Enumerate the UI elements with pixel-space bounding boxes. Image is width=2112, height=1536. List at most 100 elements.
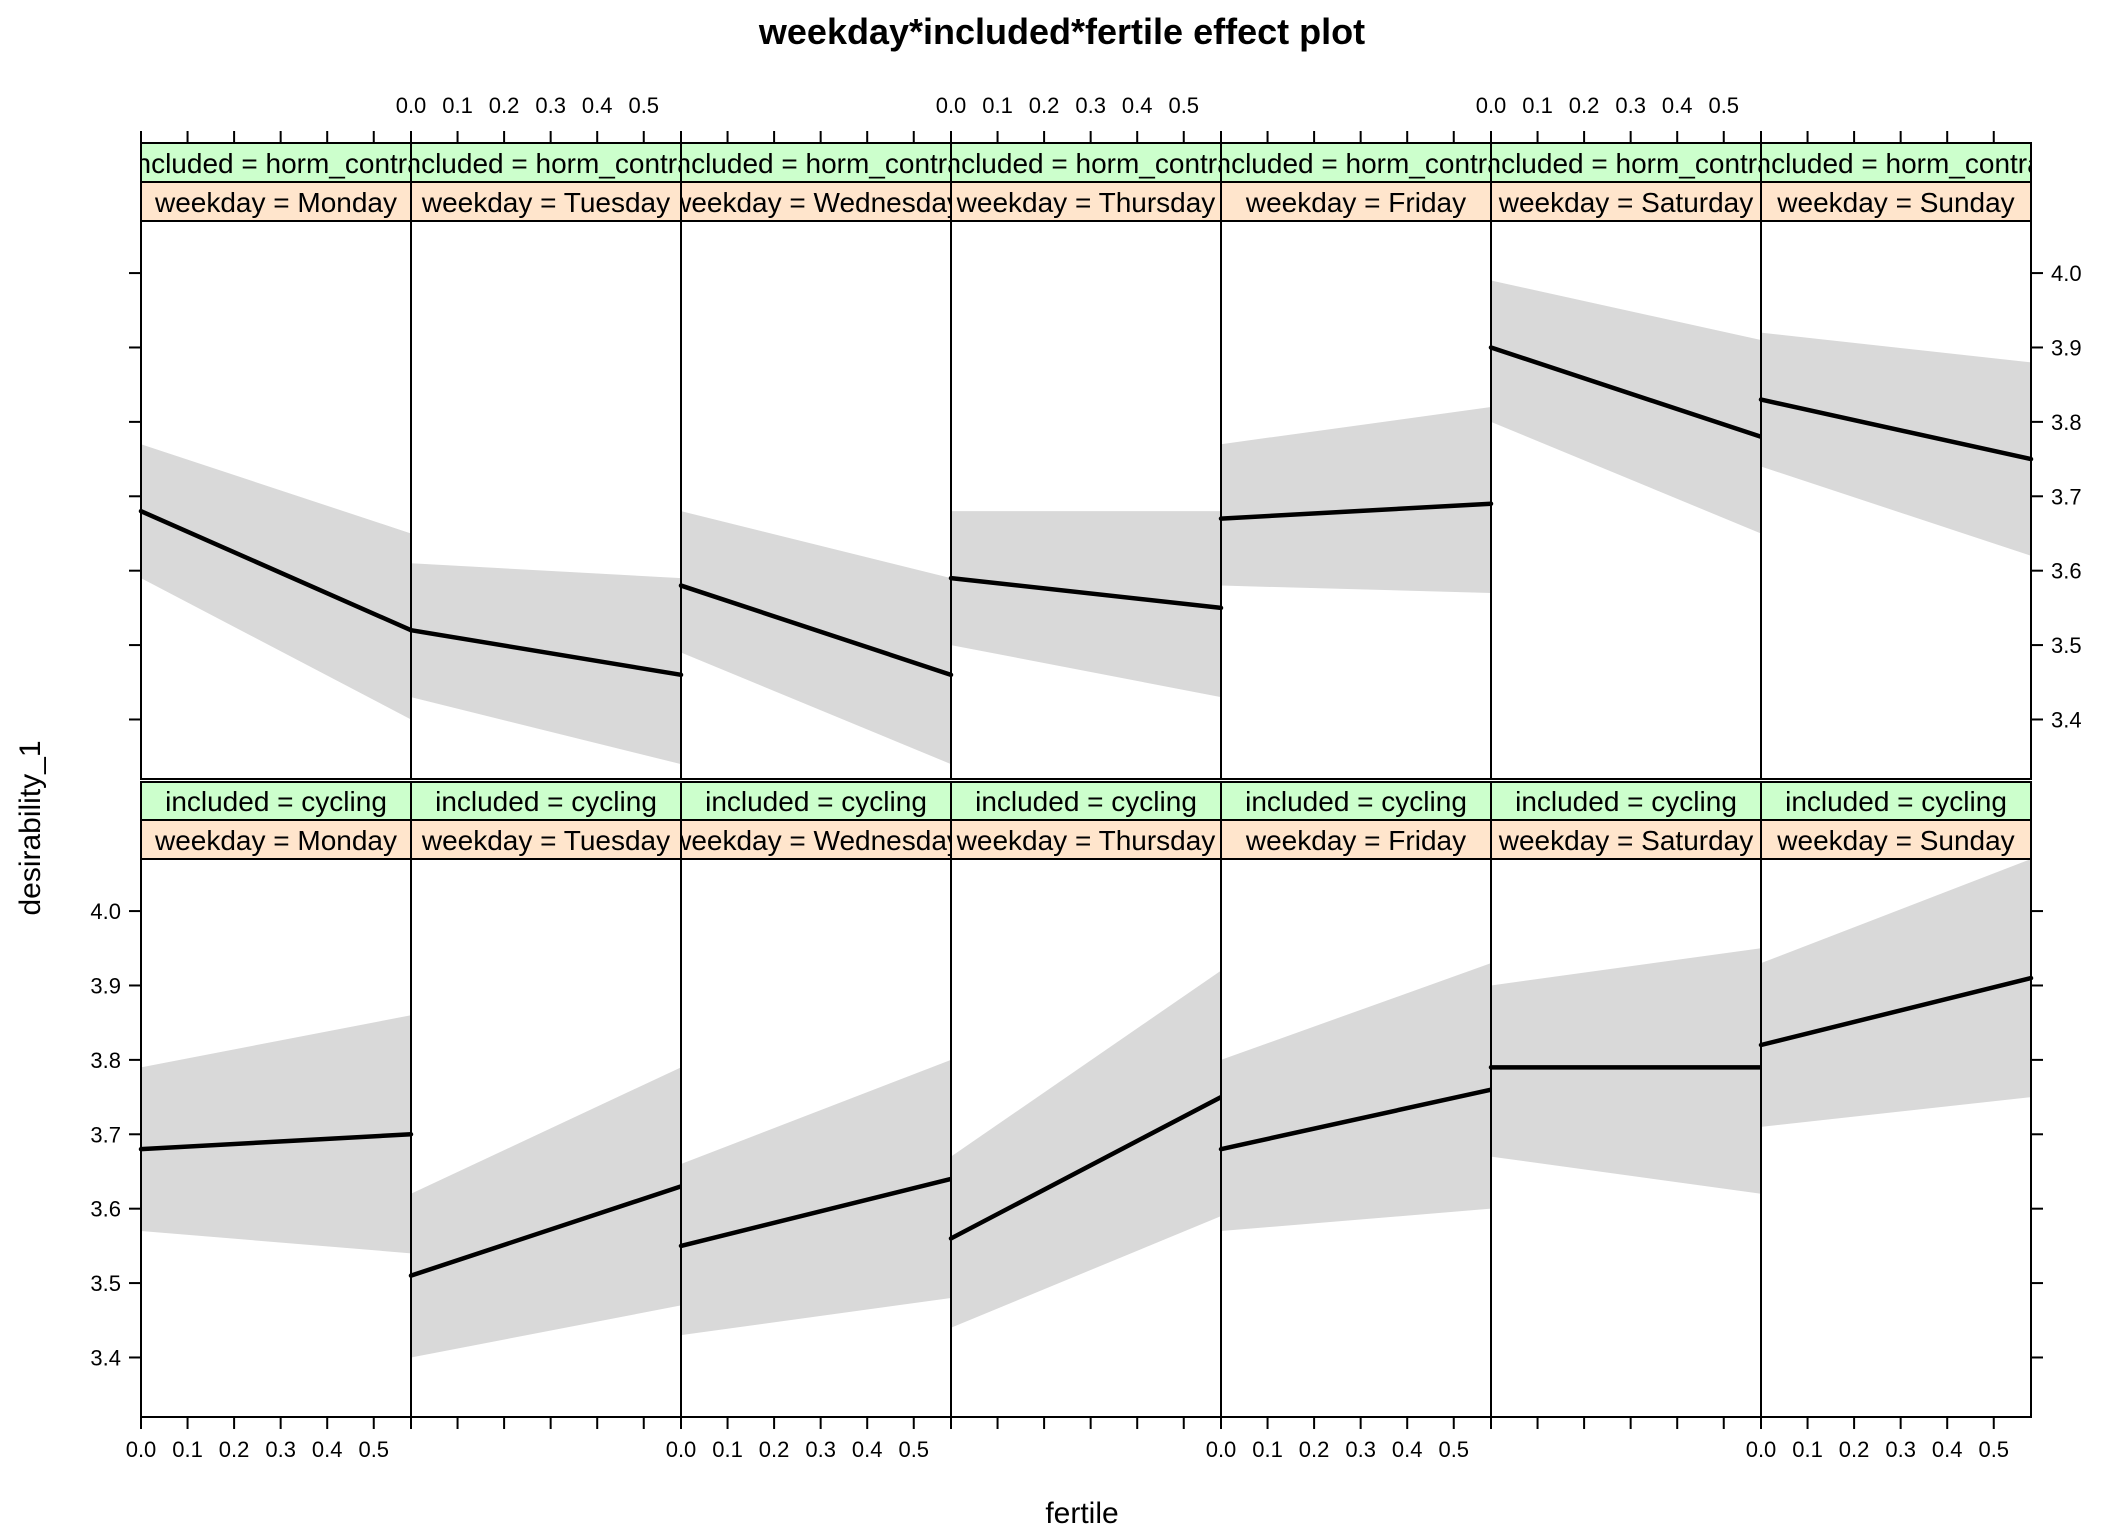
y-tick-label: 3.5: [90, 1271, 121, 1296]
strip-label-included: included = horm_contra: [399, 148, 693, 179]
confidence-band: [681, 511, 951, 765]
strip-label-included: included = horm_contra: [669, 148, 963, 179]
strip-included: [681, 143, 951, 182]
y-tick-label: 3.7: [90, 1122, 121, 1147]
strip-included: [1221, 782, 1491, 820]
strip-weekday: [1761, 820, 2031, 859]
confidence-band: [1491, 280, 1761, 534]
fit-line: [408, 627, 684, 678]
y-tick-label: 3.9: [2051, 335, 2082, 360]
strip-weekday: [681, 820, 951, 859]
strip-label-included: included = cycling: [975, 786, 1197, 817]
fit-line: [1758, 975, 2034, 1048]
x-tick-label: 0.5: [1708, 93, 1739, 118]
confidence-band: [1761, 859, 2031, 1127]
confidence-band: [141, 1015, 411, 1254]
x-tick-label: 0.3: [1075, 93, 1106, 118]
strip-weekday: [951, 820, 1221, 859]
x-tick-label: 0.2: [489, 93, 520, 118]
x-tick-label: 0.2: [1299, 1437, 1330, 1462]
panel: included = cycling weekday = Wednesday: [678, 781, 954, 1418]
strip-weekday: [1221, 182, 1491, 221]
fit-line: [678, 583, 954, 678]
panel: included = cycling weekday = Saturday: [1488, 781, 1764, 1418]
x-tick-label: 0.3: [265, 1437, 296, 1462]
strip-included: [1761, 143, 2031, 182]
x-tick-label: 0.1: [1252, 1437, 1283, 1462]
x-tick-label: 0.5: [1438, 1437, 1469, 1462]
strip-weekday: [141, 820, 411, 859]
strip-weekday: [1761, 182, 2031, 221]
strip-label-included: included = cycling: [165, 786, 387, 817]
x-tick-label: 0.2: [1839, 1437, 1870, 1462]
x-tick-label: 0.2: [1569, 93, 1600, 118]
fit-line: [138, 508, 414, 633]
fit-line: [948, 575, 1224, 611]
strip-label-included: included = horm_contra: [1209, 148, 1503, 179]
x-tick-label: 0.2: [219, 1437, 250, 1462]
strip-included: [411, 782, 681, 820]
strip-label-included: included = cycling: [1515, 786, 1737, 817]
strip-label-weekday: weekday = Friday: [1245, 825, 1466, 856]
fit-line: [1488, 345, 1764, 440]
x-tick-label: 0.2: [759, 1437, 790, 1462]
fit-line: [138, 1132, 414, 1152]
y-tick-label: 4.0: [90, 899, 121, 924]
y-axis-label: desirability_1: [14, 740, 47, 915]
strip-included: [1761, 782, 2031, 820]
strip-labels: included = cycling weekday = Tuesday: [421, 786, 670, 856]
strip-label-weekday: weekday = Saturday: [1498, 187, 1754, 218]
strip-labels: included = cycling weekday = Sunday: [1776, 786, 2014, 856]
x-tick-label: 0.1: [1522, 93, 1553, 118]
x-tick-label: 0.0: [126, 1437, 157, 1462]
fit-line: [408, 1184, 684, 1278]
fit-line: [1758, 397, 2034, 462]
strip-label-included: included = cycling: [1785, 786, 2007, 817]
y-tick-label: 3.8: [90, 1048, 121, 1073]
confidence-band: [141, 444, 411, 720]
strip-weekday: [681, 182, 951, 221]
strip-label-weekday: weekday = Wednesday: [670, 187, 961, 218]
strip-label-included: included = horm_contra: [939, 148, 1233, 179]
strip-label-included: included = horm_contra: [129, 148, 423, 179]
fit-line: [1218, 501, 1494, 521]
strip-included: [951, 782, 1221, 820]
x-tick-label: 0.0: [1206, 1437, 1237, 1462]
confidence-band: [951, 511, 1221, 698]
strip-label-weekday: weekday = Tuesday: [421, 825, 670, 856]
panel-frame: [1760, 858, 2032, 1418]
strip-weekday: [411, 820, 681, 859]
x-tick-label: 0.2: [1029, 93, 1060, 118]
x-tick-label: 0.4: [582, 93, 613, 118]
y-tick-label: 3.5: [2051, 633, 2082, 658]
y-tick-label: 3.6: [90, 1197, 121, 1222]
panel: included = cycling weekday = Thursday: [948, 781, 1224, 1418]
strip-weekday: [411, 182, 681, 221]
x-tick-label: 0.5: [1168, 93, 1199, 118]
y-tick-label: 3.7: [2051, 484, 2082, 509]
strip-weekday: [1491, 820, 1761, 859]
strip-label-included: included = cycling: [435, 786, 657, 817]
x-tick-label: 0.3: [1615, 93, 1646, 118]
confidence-band: [411, 563, 681, 765]
x-tick-label: 0.4: [1122, 93, 1153, 118]
strip-label-included: included = horm_contra: [1749, 148, 2043, 179]
strip-label-weekday: weekday = Monday: [154, 187, 397, 218]
strip-label-weekday: weekday = Saturday: [1498, 825, 1754, 856]
x-tick-label: 0.5: [1978, 1437, 2009, 1462]
x-tick-label: 0.3: [535, 93, 566, 118]
strip-labels: included = cycling weekday = Monday: [154, 786, 397, 856]
strip-labels: included = cycling weekday = Saturday: [1498, 786, 1754, 856]
strip-included: [1491, 143, 1761, 182]
panel-frame: [1760, 220, 2032, 780]
strip-label-included: included = cycling: [705, 786, 927, 817]
x-tick-label: 0.3: [1885, 1437, 1916, 1462]
